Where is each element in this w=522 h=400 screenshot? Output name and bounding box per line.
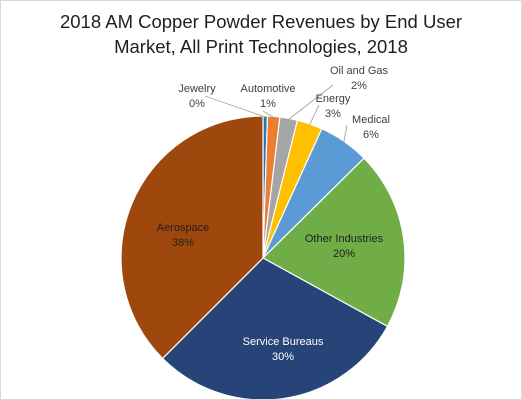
data-label-name-medical: Medical: [352, 114, 390, 126]
pie-slice-service-bureaus: [161, 257, 389, 399]
data-label-name-aerospace: Aerospace: [157, 222, 210, 234]
leader-line-medical: [343, 124, 348, 143]
chart-title: 2018 AM Copper Powder Revenues by End Us…: [1, 9, 521, 59]
data-label-value-energy: 3%: [325, 108, 341, 120]
chart-title-line-1: 2018 AM Copper Powder Revenues by End Us…: [59, 11, 463, 32]
pie-slice-other-industries: [262, 157, 406, 328]
chart-title-line-2: Market, All Print Technologies, 2018: [114, 36, 408, 57]
data-label-value-other-industries: 20%: [333, 248, 355, 260]
data-label-value-service-bureaus: 30%: [272, 351, 294, 363]
data-label-name-energy: Energy: [316, 93, 351, 105]
leader-line-energy: [309, 104, 320, 126]
pie-slices: [120, 115, 406, 399]
leader-line-jewelry: [204, 95, 266, 118]
pie-slice-aerospace: [120, 115, 264, 360]
leader-line-oil-and-gas: [288, 84, 334, 120]
data-label-name-other-industries: Other Industries: [305, 233, 384, 245]
data-label-value-oil-and-gas: 2%: [351, 80, 367, 92]
data-label-value-aerospace: 38%: [172, 237, 194, 249]
data-label-value-jewelry: 0%: [189, 98, 205, 110]
data-label-value-medical: 6%: [363, 129, 379, 141]
leader-line-automotive: [262, 110, 274, 118]
data-label-name-jewelry: Jewelry: [178, 83, 216, 95]
data-label-name-service-bureaus: Service Bureaus: [243, 336, 324, 348]
data-label-name-automotive: Automotive: [240, 83, 295, 95]
pie-labels: Jewelry 0% Automotive 1% Oil and Gas 2%Energy…: [157, 65, 390, 363]
data-label-name-oil-and-gas: Oil and Gas: [330, 65, 389, 77]
data-label-value-automotive: 1%: [260, 98, 276, 110]
